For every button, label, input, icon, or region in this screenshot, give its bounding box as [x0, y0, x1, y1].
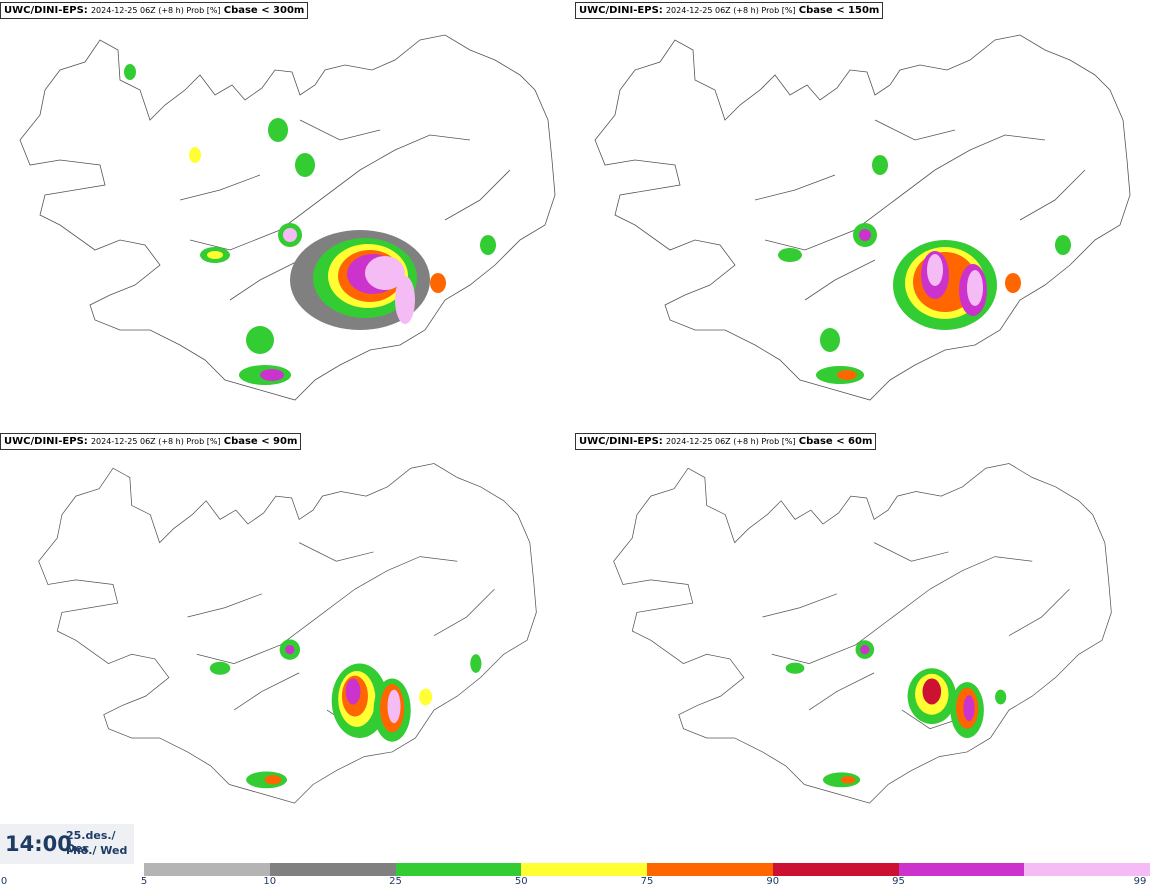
prob-blob: [927, 254, 943, 286]
prob-blob: [470, 654, 482, 673]
prob-blob: [430, 273, 446, 293]
model-name: UWC/DINI-EPS: [4, 5, 84, 16]
prob-blob: [209, 661, 231, 675]
legend-tick-label: 95: [892, 876, 905, 887]
run-info: 2024-12-25 06Z (+8 h) Prob [%]: [665, 437, 796, 446]
prob-blob: [207, 251, 223, 259]
probability-fields: [778, 155, 1071, 384]
prob-blob: [189, 147, 201, 163]
legend-swatch: [521, 863, 647, 876]
legend-tick-label: 5: [140, 876, 148, 887]
prob-blob: [859, 229, 871, 241]
model-name: UWC/DINI-EPS: [579, 5, 659, 16]
prob-blob: [419, 688, 433, 706]
map-panel-60m: UWC/DINI-EPS: 2024-12-25 06Z (+8 h) Prob…: [575, 431, 1150, 861]
prob-blob: [295, 153, 315, 177]
prob-blob: [922, 678, 942, 705]
threshold-label: Cbase < 60m: [798, 436, 873, 447]
run-info: 2024-12-25 06Z (+8 h) Prob [%]: [665, 6, 796, 15]
model-name: UWC/DINI-EPS: [579, 436, 659, 447]
threshold-label: Cbase < 90m: [223, 436, 298, 447]
prob-blob: [268, 118, 288, 142]
threshold-label: Cbase < 300m: [223, 5, 305, 16]
legend-swatch: [772, 863, 899, 876]
prob-blob: [963, 695, 975, 722]
prob-blob: [837, 370, 857, 380]
prob-blob: [345, 678, 361, 705]
iceland-map: [613, 463, 1112, 804]
map-panel-90m: UWC/DINI-EPS: 2024-12-25 06Z (+8 h) Prob…: [0, 431, 575, 861]
prob-blob: [387, 689, 401, 724]
prob-blob: [778, 248, 802, 262]
legend-swatch: [144, 863, 270, 876]
legend-swatch: [269, 863, 396, 876]
color-legend: [144, 863, 1150, 876]
prob-blob: [995, 689, 1007, 705]
prob-blob: [264, 775, 282, 785]
threshold-label: Cbase < 150m: [798, 5, 880, 16]
legend-tick-label: 75: [640, 876, 654, 887]
probability-fields: [209, 639, 482, 789]
legend-swatch: [647, 863, 773, 876]
legend-tick-label: 50: [514, 876, 528, 887]
prob-blob: [860, 644, 870, 655]
panel-title: UWC/DINI-EPS: 2024-12-25 06Z (+8 h) Prob…: [0, 2, 309, 19]
prob-blob: [967, 270, 983, 306]
prob-blob: [872, 155, 888, 175]
prob-blob: [246, 326, 274, 354]
valid-time-box: 14:00 25.des./ Dec Mið./ Wed: [0, 824, 134, 864]
prob-blob: [283, 228, 297, 242]
run-info: 2024-12-25 06Z (+8 h) Prob [%]: [90, 437, 221, 446]
iceland-map: [19, 34, 556, 401]
legend-tick-label: 90: [766, 876, 780, 887]
prob-blob: [285, 644, 295, 655]
probability-fields: [785, 640, 1007, 788]
prob-blob: [785, 662, 805, 674]
run-info: 2024-12-25 06Z (+8 h) Prob [%]: [90, 6, 221, 15]
map-panel-150m: UWC/DINI-EPS: 2024-12-25 06Z (+8 h) Prob…: [575, 0, 1150, 430]
prob-blob: [260, 369, 284, 381]
probability-fields: [124, 64, 496, 385]
panel-title: UWC/DINI-EPS: 2024-12-25 06Z (+8 h) Prob…: [575, 2, 884, 19]
panel-title: UWC/DINI-EPS: 2024-12-25 06Z (+8 h) Prob…: [0, 433, 302, 450]
valid-time: 14:00: [5, 832, 72, 856]
legend-tick-label: 10: [263, 876, 277, 887]
prob-blob: [1005, 273, 1021, 293]
prob-blob: [840, 776, 856, 784]
map-panel-300m: UWC/DINI-EPS: 2024-12-25 06Z (+8 h) Prob…: [0, 0, 575, 430]
legend-tick-label: 99: [1133, 876, 1147, 887]
legend-swatch: [1024, 863, 1150, 876]
valid-weekday: Mið./ Wed: [66, 844, 128, 857]
iceland-map: [594, 34, 1131, 401]
legend-tick-label: 25: [389, 876, 402, 887]
panel-title: UWC/DINI-EPS: 2024-12-25 06Z (+8 h) Prob…: [575, 433, 877, 450]
legend-swatch: [898, 863, 1025, 876]
legend-tick-label: 0: [0, 876, 8, 887]
valid-date: 25.des./ Dec: [66, 829, 116, 855]
prob-blob: [365, 256, 405, 290]
model-name: UWC/DINI-EPS: [4, 436, 84, 447]
prob-blob: [480, 235, 496, 255]
iceland-map: [38, 463, 537, 804]
prob-blob: [820, 328, 840, 352]
prob-blob: [124, 64, 136, 80]
prob-blob: [1055, 235, 1071, 255]
prob-blob: [395, 276, 415, 324]
legend-ticks: 0 5 10 25 50 75 90 95 99: [0, 876, 1150, 890]
legend-swatch: [395, 863, 522, 876]
